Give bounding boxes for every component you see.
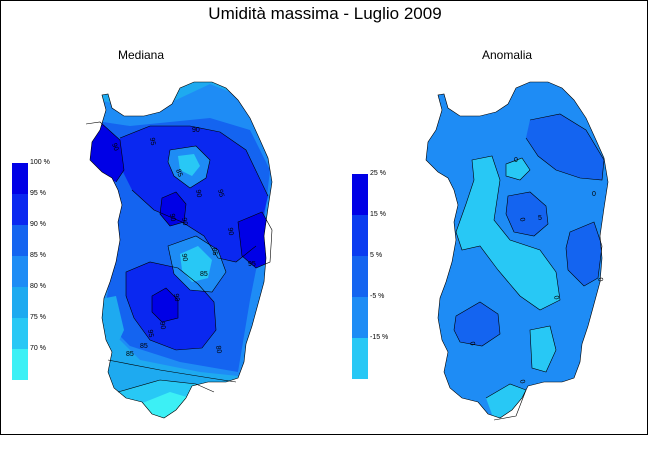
contour-label: 90 [226,227,234,236]
contour-label: 95 [146,329,154,338]
map-subtitle-mediana: Mediana [118,48,165,62]
legend-swatch [12,256,28,287]
zone-minus15-center [456,156,560,310]
contour-label: 85 [174,168,183,178]
zone-minus15-nw-blob [506,158,530,180]
legend-swatch [12,163,28,194]
contour-label: 0 [468,341,476,346]
contour-label: 85 [210,247,218,256]
contour-label: 0 [592,191,596,198]
zone-75-dry-center [180,246,212,282]
contour-label: 0 [552,295,560,300]
contour-label: 90 [180,253,188,262]
contour-label: 90 [194,189,202,198]
legend-label: 90 % [30,221,46,228]
contour-label: 80 [214,345,222,354]
legend-swatch [12,225,28,256]
figure-title: Umidità massima - Luglio 2009 [208,4,442,23]
legend-swatch [352,215,368,256]
contour-label: 85 [140,343,148,350]
legend-swatch [352,338,368,379]
zone-100-east [238,212,272,268]
legend-swatch [12,194,28,225]
zone-5-southwest [454,302,500,346]
contour-label: 90 [192,127,200,134]
legend-label: 95 % [30,190,46,197]
zone-100-center [160,192,186,226]
legend-label: 15 % [370,211,386,218]
zone-5-north [526,114,604,180]
contour-label: 0 [518,379,526,384]
map-subtitle-anomalia: Anomalia [482,48,533,62]
zone-75-dry-north [178,154,200,176]
zone-100-south [152,288,178,322]
legend-label: 5 % [370,252,383,259]
legend-label: -15 % [370,334,389,341]
legend-label: 25 % [370,170,386,177]
contour-label: 85 [200,271,208,278]
legend-label: 100 % [30,159,50,166]
legend-swatch [352,256,368,297]
contour-label: 95 [248,261,256,268]
map-anomalia: 0 0 5 0 0 0 0 0 [425,81,609,421]
contour-label: 0 [514,157,518,164]
contour-label: 90 [158,321,166,330]
legend-swatch [12,318,28,349]
legend-label: 75 % [30,314,46,321]
contour-label: 0 [596,277,604,282]
legend-label: 70 % [30,345,46,352]
legend-swatch [12,349,28,380]
zone-5-center [506,192,548,236]
map-mediana: 90 95 90 85 90 95 90 90 85 90 95 90 85 90 95 90 85 80 85 [85,81,273,419]
contour-label: 85 [126,351,134,358]
legend-swatch [352,174,368,215]
zone-minus15-south [530,326,556,372]
legend-swatch [352,297,368,338]
contour-label: 0 [518,217,526,222]
contour-label: 90 [180,217,188,226]
figure-frame [0,0,648,435]
legend-swatch [12,287,28,318]
legend-label: -5 % [370,293,385,300]
contour-label: 90 [110,142,119,152]
zone-5-east [566,222,602,286]
contour-label: 90 [168,213,176,222]
contour-label: 95 [216,189,225,198]
legend-label: 85 % [30,252,46,259]
contour-label: 95 [148,137,156,146]
contour-label: 5 [538,215,542,222]
zone-95-north [118,126,268,262]
contour-label: 90 [172,293,180,302]
legend-label: 80 % [30,283,46,290]
